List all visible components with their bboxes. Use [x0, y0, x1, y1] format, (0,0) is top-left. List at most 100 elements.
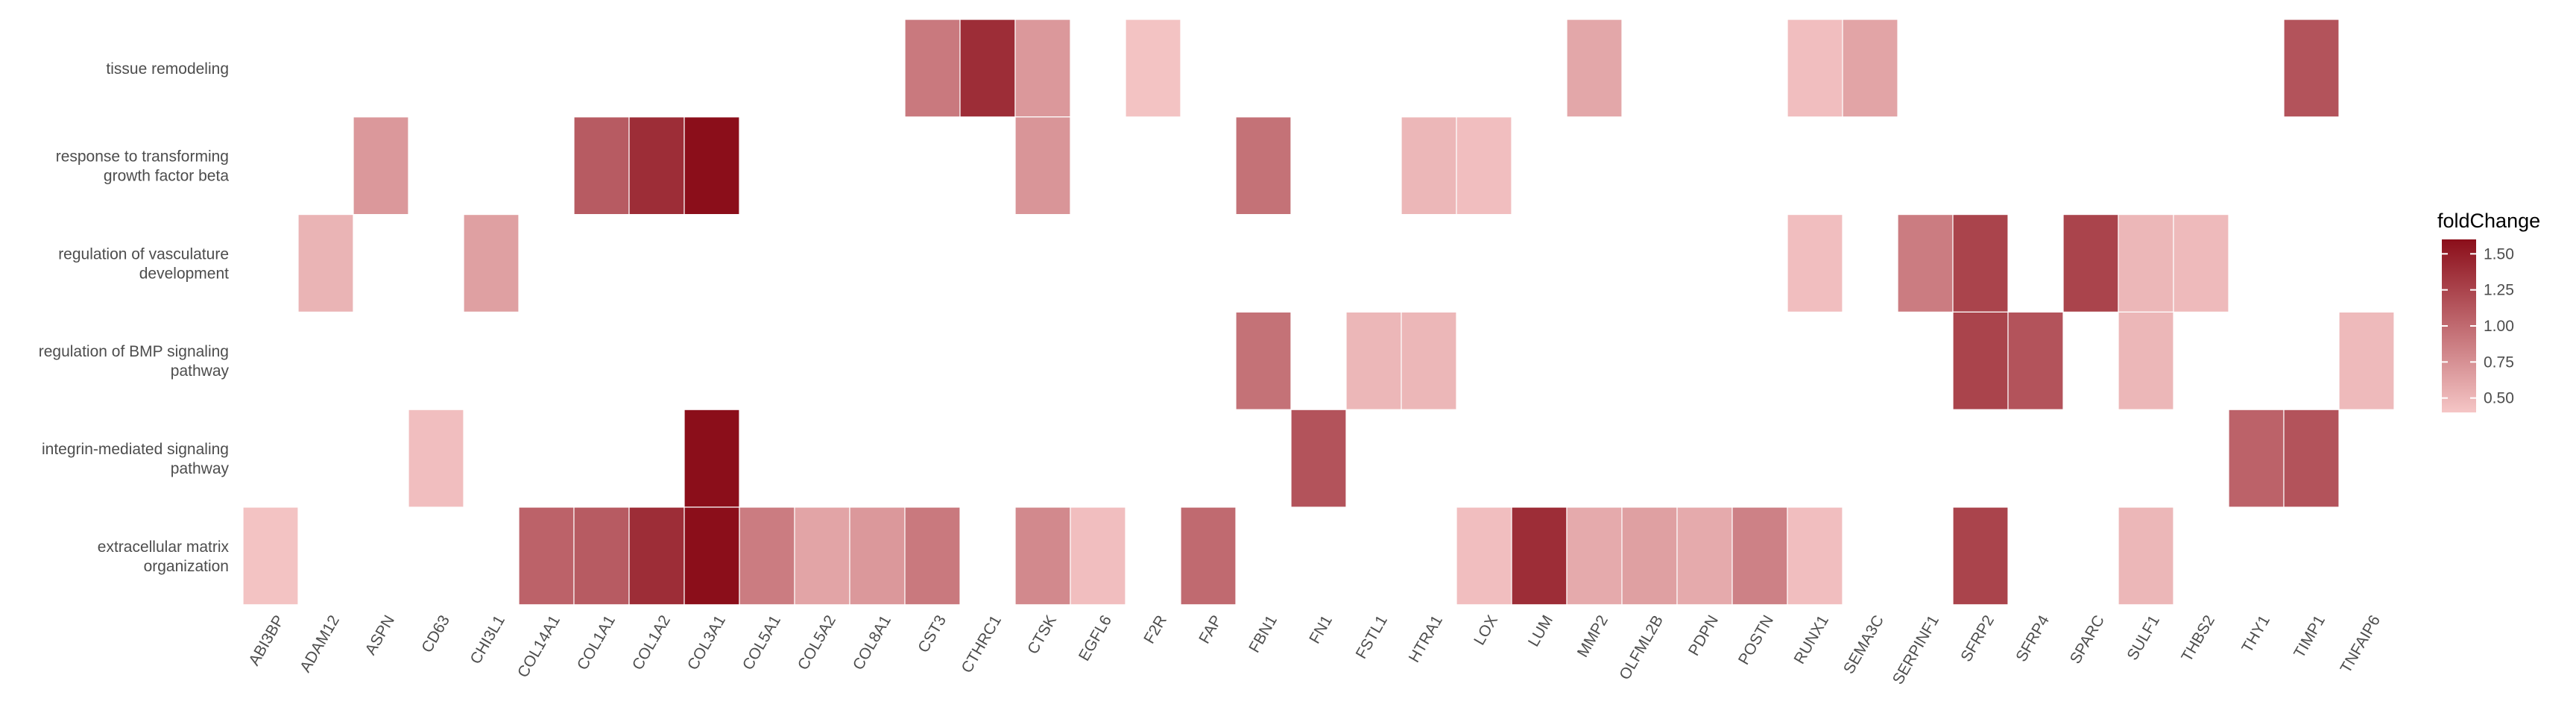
heatmap-cell-fstl1-regulation-of-bmp-signaling-pathway	[1345, 311, 1402, 410]
heatmap-cell-runx1-tissue-remodeling	[1787, 19, 1843, 118]
heatmap-cell-col3a1-extracellular-matrix-organization	[684, 506, 740, 606]
y-tick-label: integrin-mediated signaling pathway	[42, 441, 229, 477]
heatmap-cell-runx1-extracellular-matrix-organization	[1787, 506, 1843, 606]
legend-ticks: 1.50 1.25 1.00 0.75 0.50	[2442, 245, 2514, 407]
y-tick-label: tissue remodeling	[106, 60, 229, 78]
heatmap-cell-sfrp2-extracellular-matrix-organization	[1952, 506, 2009, 606]
x-tick-label: SULF1	[2124, 612, 2163, 663]
x-tick-label: COL14A1	[514, 612, 564, 680]
heatmap-cell-col3a1-integrin-mediated-signaling-pathway	[684, 409, 740, 508]
heatmap-cell-sulf1-regulation-of-bmp-signaling-pathway	[2118, 311, 2174, 410]
x-tick-label: F2R	[1140, 612, 1170, 647]
heatmap-cell-col1a2-extracellular-matrix-organization	[628, 506, 685, 606]
heatmap-cell-aspn-response-to-transforming-growth-factor-beta	[353, 116, 409, 216]
color-legend: foldChange 1.50 1.25 1.00 0.75 0.50	[2437, 210, 2540, 412]
heatmap-cell-col14a1-extracellular-matrix-organization	[518, 506, 575, 606]
heatmap-cell-chi3l1-regulation-of-vasculature-development	[463, 214, 520, 313]
heatmap-cell-mmp2-tissue-remodeling	[1566, 19, 1623, 118]
heatmap-cell-cthrc1-tissue-remodeling	[959, 19, 1016, 118]
x-tick-label: CST3	[915, 612, 950, 656]
x-tick-label: ADAM12	[297, 612, 343, 675]
x-tick-label: CHI3L1	[467, 612, 509, 667]
x-tick-label: COL8A1	[850, 612, 894, 673]
x-tick-label: FBN1	[1246, 612, 1281, 656]
heatmap-cell-ctsk-response-to-transforming-growth-factor-beta	[1014, 116, 1071, 216]
heatmap-cell-col5a2-extracellular-matrix-organization	[794, 506, 850, 606]
heatmap-cell-col3a1-response-to-transforming-growth-factor-beta	[684, 116, 740, 216]
heatmap-cell-sema3c-tissue-remodeling	[1842, 19, 1898, 118]
heatmap-cell-pdpn-extracellular-matrix-organization	[1676, 506, 1733, 606]
heatmap-cell-timp1-tissue-remodeling	[2283, 19, 2340, 118]
heatmap-cell-abi3bp-extracellular-matrix-organization	[242, 506, 299, 606]
heatmap-cell-sparc-regulation-of-vasculature-development	[2062, 214, 2119, 313]
legend-tick-label: 0.75	[2484, 354, 2514, 371]
x-axis-labels: ABI3BP ADAM12 ASPN CD63 CHI3L1 COL14A1 COL1A1 C…	[245, 612, 2384, 688]
heatmap-cell-postn-extracellular-matrix-organization	[1731, 506, 1788, 606]
heatmap-cell-fbn1-response-to-transforming-growth-factor-beta	[1235, 116, 1292, 216]
x-tick-label: COL1A1	[574, 612, 619, 673]
x-tick-label: ABI3BP	[245, 612, 288, 668]
heatmap-cell-mmp2-extracellular-matrix-organization	[1566, 506, 1623, 606]
x-tick-label: SERPINF1	[1890, 612, 1942, 687]
x-tick-label: COL1A2	[629, 612, 674, 673]
heatmap-cell-egfl6-extracellular-matrix-organization	[1070, 506, 1126, 606]
x-tick-label: HTRA1	[1406, 612, 1446, 665]
x-tick-label: FAP	[1196, 612, 1225, 647]
heatmap-cell-serpinf1-regulation-of-vasculature-development	[1897, 214, 1954, 313]
legend-tick-label: 1.25	[2484, 282, 2514, 299]
x-tick-label: COL5A2	[795, 612, 839, 673]
heatmap-cell-timp1-integrin-mediated-signaling-pathway	[2283, 409, 2340, 508]
heatmap-cells	[242, 19, 2395, 606]
legend-tick-label: 1.00	[2484, 318, 2514, 335]
heatmap-cell-col1a2-response-to-transforming-growth-factor-beta	[628, 116, 685, 216]
x-tick-label: CTSK	[1024, 612, 1060, 657]
x-tick-label: POSTN	[1735, 612, 1777, 668]
x-tick-label: FSTL1	[1353, 612, 1391, 662]
y-tick-label: regulation of BMP signaling pathway	[39, 343, 230, 380]
heatmap-cell-runx1-regulation-of-vasculature-development	[1787, 214, 1843, 313]
heatmap-cell-adam12-regulation-of-vasculature-development	[297, 214, 354, 313]
x-tick-label: ASPN	[362, 612, 399, 658]
heatmap-cell-fbn1-regulation-of-bmp-signaling-pathway	[1235, 311, 1292, 410]
heatmap-cell-col8a1-extracellular-matrix-organization	[849, 506, 906, 606]
legend-title: foldChange	[2437, 210, 2540, 232]
x-tick-label: THY1	[2238, 612, 2273, 656]
heatmap-cell-thbs2-regulation-of-vasculature-development	[2173, 214, 2229, 313]
x-tick-label: EGFL6	[1076, 612, 1115, 664]
x-tick-label: CTHRC1	[959, 612, 1006, 676]
heatmap-cell-tnfaip6-regulation-of-bmp-signaling-pathway	[2338, 311, 2395, 410]
x-tick-label: COL5A1	[739, 612, 784, 673]
x-tick-label: SFRP2	[1957, 612, 1998, 665]
heatmap-cell-cst3-tissue-remodeling	[904, 19, 961, 118]
heatmap-cell-cst3-extracellular-matrix-organization	[904, 506, 961, 606]
heatmap-cell-htra1-response-to-transforming-growth-factor-beta	[1401, 116, 1457, 216]
heatmap-cell-col1a1-response-to-transforming-growth-factor-beta	[573, 116, 630, 216]
heatmap-cell-sulf1-regulation-of-vasculature-development	[2118, 214, 2174, 313]
heatmap-cell-sfrp2-regulation-of-bmp-signaling-pathway	[1952, 311, 2009, 410]
x-tick-label: COL3A1	[684, 612, 729, 673]
heatmap-cell-fn1-integrin-mediated-signaling-pathway	[1290, 409, 1347, 508]
heatmap-cell-lox-extracellular-matrix-organization	[1456, 506, 1512, 606]
x-tick-label: OLFML2B	[1616, 612, 1667, 682]
heatmap-cell-lox-response-to-transforming-growth-factor-beta	[1456, 116, 1512, 216]
x-tick-label: SFRP4	[2012, 612, 2053, 665]
x-tick-label: RUNX1	[1791, 612, 1833, 667]
heatmap-cell-olfml2b-extracellular-matrix-organization	[1621, 506, 1678, 606]
heatmap-cell-ctsk-tissue-remodeling	[1014, 19, 1071, 118]
y-tick-label: extracellular matrix organization	[98, 538, 230, 575]
x-tick-label: SPARC	[2067, 612, 2108, 667]
heatmap-cell-cd63-integrin-mediated-signaling-pathway	[408, 409, 464, 508]
heatmap-cell-thy1-integrin-mediated-signaling-pathway	[2228, 409, 2285, 508]
heatmap-cell-sfrp4-regulation-of-bmp-signaling-pathway	[2007, 311, 2064, 410]
x-tick-label: TNFAIP6	[2337, 612, 2384, 676]
heatmap-cell-col5a1-extracellular-matrix-organization	[739, 506, 795, 606]
x-tick-label: TIMP1	[2291, 612, 2329, 661]
y-axis-labels: tissue remodeling response to transformin…	[39, 60, 230, 575]
heatmap-cell-ctsk-extracellular-matrix-organization	[1014, 506, 1071, 606]
x-tick-label: FN1	[1306, 612, 1336, 647]
x-tick-label: CD63	[418, 612, 453, 656]
heatmap-cell-sulf1-extracellular-matrix-organization	[2118, 506, 2174, 606]
y-tick-label: regulation of vasculature development	[58, 245, 229, 282]
heatmap-cell-col1a1-extracellular-matrix-organization	[573, 506, 630, 606]
